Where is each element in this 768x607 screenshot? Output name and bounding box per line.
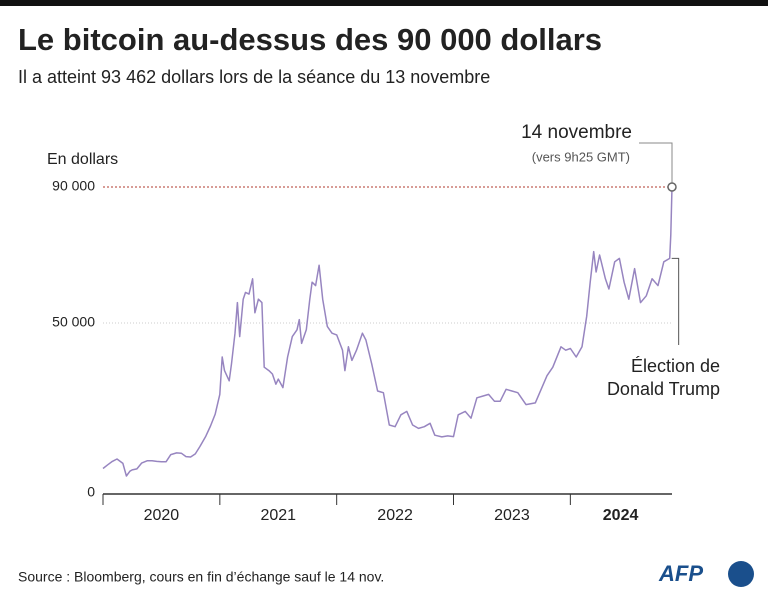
logo: AFP (658, 561, 703, 586)
y-tick-label: 0 (87, 484, 95, 500)
chart-subtitle: Il a atteint 93 462 dollars lors de la s… (18, 67, 490, 87)
annotation-leader (639, 142, 673, 187)
annotation-text: Élection de (631, 356, 720, 376)
price-line (102, 186, 673, 477)
y-axis-label: En dollars (47, 151, 118, 168)
annotation-title: 14 novembre (521, 122, 632, 143)
annotation-leader (671, 257, 680, 345)
annotation-text: Donald Trump (607, 379, 720, 399)
top-bar (0, 0, 768, 6)
x-tick-label: 2022 (377, 507, 413, 524)
chart-title: Le bitcoin au-dessus des 90 000 dollars (18, 22, 602, 57)
y-tick-label: 50 000 (52, 314, 95, 330)
x-tick-label: 2023 (494, 507, 530, 524)
x-tick-label: 2021 (260, 507, 296, 524)
annotation-subtext: (vers 9h25 GMT) (532, 149, 630, 164)
end-point (667, 182, 677, 192)
logo-circle (728, 561, 754, 587)
x-tick-label: 2020 (144, 507, 180, 524)
source: Source : Bloomberg, cours en fin d’échan… (18, 569, 384, 585)
y-tick-label: 90 000 (52, 178, 95, 194)
x-tick-label: 2024 (603, 507, 639, 524)
